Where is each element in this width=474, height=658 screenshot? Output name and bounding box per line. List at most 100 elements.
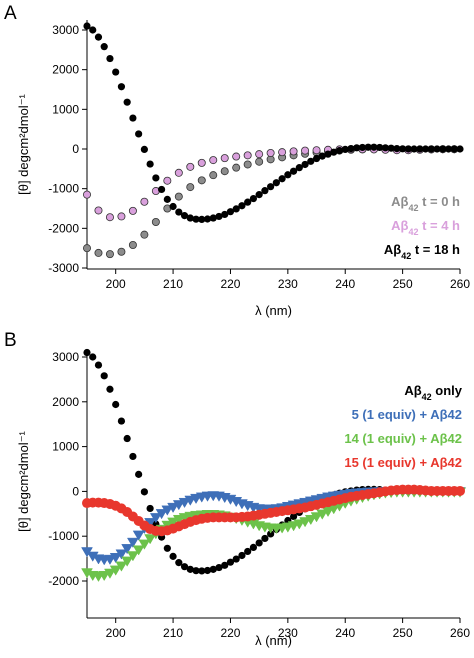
data-point [289, 167, 298, 175]
x-tick-label: 260 [450, 626, 470, 640]
data-point [226, 558, 235, 566]
data-point [243, 160, 252, 169]
data-point [106, 54, 114, 63]
data-point [128, 206, 137, 215]
data-point [186, 565, 194, 573]
data-point [129, 452, 137, 461]
data-point [198, 567, 206, 575]
legend-entry: Aβ42 t = 4 h [391, 218, 460, 237]
data-point [215, 212, 223, 221]
data-point [175, 559, 183, 567]
data-point [149, 513, 162, 524]
y-tick-label: 3000 [52, 23, 79, 37]
data-point [376, 143, 384, 152]
data-point [169, 552, 177, 560]
data-point [83, 348, 91, 357]
x-tick-label: 200 [106, 626, 126, 640]
panel-letter-b: B [4, 330, 17, 351]
data-point [249, 543, 258, 552]
data-point [267, 183, 275, 191]
data-point [358, 143, 367, 152]
data-point [221, 561, 229, 569]
data-point [167, 502, 180, 513]
data-point [381, 144, 389, 152]
data-point [307, 157, 315, 165]
data-point [109, 565, 122, 576]
data-point [322, 506, 334, 518]
x-axis-label: λ (nm) [255, 303, 292, 318]
data-point [128, 240, 137, 249]
data-point [132, 530, 145, 541]
data-point [89, 26, 97, 34]
data-point [427, 145, 435, 153]
data-point [117, 83, 126, 91]
series-2 [83, 145, 459, 222]
legend-entry: Aβ42 t = 18 h [384, 242, 460, 261]
data-point [255, 191, 263, 199]
data-point [94, 248, 103, 257]
data-point [151, 217, 160, 226]
x-tick-label: 200 [106, 277, 126, 291]
x-tick-label: 220 [220, 626, 240, 640]
x-tick-label: 220 [220, 277, 240, 291]
data-point [123, 98, 131, 106]
y-tick-label: -2000 [48, 221, 79, 235]
data-point [135, 470, 143, 478]
data-point [197, 158, 206, 167]
y-tick-label: 0 [72, 484, 79, 498]
data-point [83, 244, 92, 253]
data-point [140, 230, 149, 239]
data-point [370, 143, 378, 151]
data-point [132, 545, 145, 556]
y-tick-label: 2000 [52, 63, 79, 77]
data-point [266, 148, 275, 157]
data-point [163, 544, 171, 552]
data-point [121, 544, 134, 555]
data-point [146, 160, 154, 168]
x-axis-label: λ (nm) [255, 633, 292, 648]
legend-entry: 15 (1 equiv) + Aβ42 [344, 455, 462, 470]
data-point [163, 176, 172, 185]
data-point [129, 114, 137, 122]
data-point [312, 146, 321, 155]
data-point [267, 530, 275, 538]
chart-panel-a: -3000 -2000 -1000 0 1000 2000 3000 200 210 220 230… [16, 20, 470, 318]
data-point [192, 567, 200, 575]
data-point [232, 163, 241, 172]
data-point [353, 144, 361, 152]
legend: Aβ42 t = 0 h Aβ42 t = 4 h Aβ42 t = 18 h [384, 194, 460, 261]
data-point [289, 147, 298, 156]
x-tick-label: 260 [450, 277, 470, 291]
data-point [174, 192, 183, 201]
data-point [89, 353, 97, 361]
data-point [83, 190, 92, 199]
data-point [138, 539, 151, 550]
x-tick-label: 250 [393, 277, 413, 291]
data-point [456, 145, 464, 153]
data-point [112, 400, 120, 409]
data-point [140, 488, 148, 496]
data-point [174, 168, 183, 177]
data-point [278, 148, 287, 157]
data-point [301, 146, 310, 155]
data-point [295, 164, 303, 172]
data-point [335, 146, 344, 155]
data-point [117, 247, 126, 256]
data-point [180, 212, 189, 220]
data-point [144, 534, 157, 545]
data-point [209, 156, 218, 165]
y-tick-label: -1000 [48, 182, 79, 196]
data-point [444, 145, 453, 153]
data-point [221, 210, 229, 219]
data-point [416, 145, 424, 153]
data-point [161, 505, 174, 516]
data-point [421, 145, 430, 153]
data-point [433, 145, 441, 153]
data-point [289, 512, 298, 521]
data-point [126, 551, 139, 562]
data-point [439, 145, 447, 153]
data-point [284, 171, 292, 179]
legend: Aβ42 only 5 (1 equiv) + Aβ42 14 (1 equiv) … [344, 383, 462, 470]
data-point [226, 208, 235, 216]
x-tick-label: 210 [163, 277, 183, 291]
